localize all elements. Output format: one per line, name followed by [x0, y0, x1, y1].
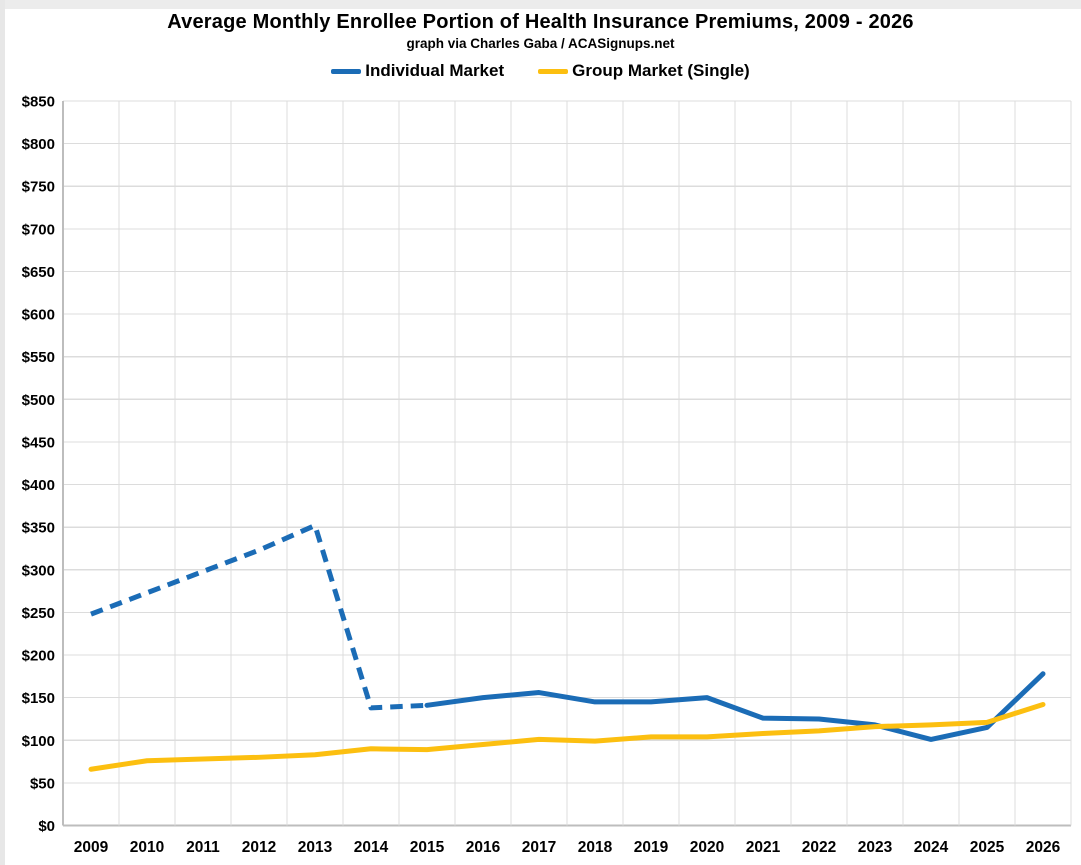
y-tick-label: $100: [22, 733, 55, 750]
chart-subtitle: graph via Charles Gaba / ACASignups.net: [406, 36, 675, 51]
x-tick-label: 2021: [746, 839, 781, 856]
legend-item-group-market: Group Market (Single): [538, 61, 750, 81]
screenshot-left-edge: [0, 0, 5, 865]
y-tick-label: $0: [38, 818, 55, 835]
y-tick-label: $550: [22, 349, 55, 366]
y-tick-label: $850: [22, 94, 55, 111]
x-tick-label: 2016: [466, 839, 501, 856]
x-tick-label: 2017: [522, 839, 556, 856]
chart-title: Average Monthly Enrollee Portion of Heal…: [167, 11, 914, 33]
y-tick-label: $600: [22, 307, 55, 324]
x-tick-label: 2020: [690, 839, 724, 856]
y-tick-label: $650: [22, 264, 55, 281]
series-line-0-dashed: [90, 522, 428, 711]
y-tick-label: $400: [22, 477, 55, 494]
series-line-1: [88, 701, 1046, 772]
legend-item-individual-market: Individual Market: [331, 61, 504, 81]
legend-label-individual-market: Individual Market: [365, 61, 505, 80]
y-tick-label: $450: [22, 434, 55, 451]
y-tick-label: $250: [22, 605, 55, 622]
group-market-line-swatch-icon: [538, 68, 569, 74]
series-line-0-solid: [424, 671, 1046, 742]
x-tick-label: 2022: [802, 839, 836, 856]
individual-market-line-swatch-icon: [331, 68, 362, 74]
x-tick-label: 2009: [74, 839, 109, 856]
x-tick-label: 2010: [130, 839, 164, 856]
y-tick-label: $50: [30, 775, 55, 792]
x-tick-label: 2019: [634, 839, 669, 856]
y-tick-label: $350: [22, 520, 55, 537]
x-tick-label: 2013: [298, 839, 333, 856]
y-tick-label: $200: [22, 648, 55, 665]
x-tick-label: 2018: [578, 839, 613, 856]
x-tick-label: 2026: [1026, 839, 1061, 856]
y-tick-label: $750: [22, 179, 55, 196]
x-tick-label: 2025: [970, 839, 1005, 856]
x-tick-label: 2015: [410, 839, 445, 856]
y-tick-label: $800: [22, 136, 55, 153]
y-tick-label: $500: [22, 392, 55, 409]
y-tick-label: $700: [22, 221, 55, 238]
y-tick-label: $300: [22, 562, 55, 579]
legend-label-group-market: Group Market (Single): [572, 61, 750, 80]
x-tick-label: 2023: [858, 839, 893, 856]
x-tick-label: 2012: [242, 839, 276, 856]
x-tick-label: 2014: [354, 839, 389, 856]
x-tick-label: 2011: [186, 839, 220, 856]
legend: Individual Market Group Market (Single): [0, 61, 1081, 81]
x-tick-label: 2024: [914, 839, 949, 856]
y-tick-label: $150: [22, 690, 55, 707]
screenshot-top-edge: [0, 0, 1081, 9]
